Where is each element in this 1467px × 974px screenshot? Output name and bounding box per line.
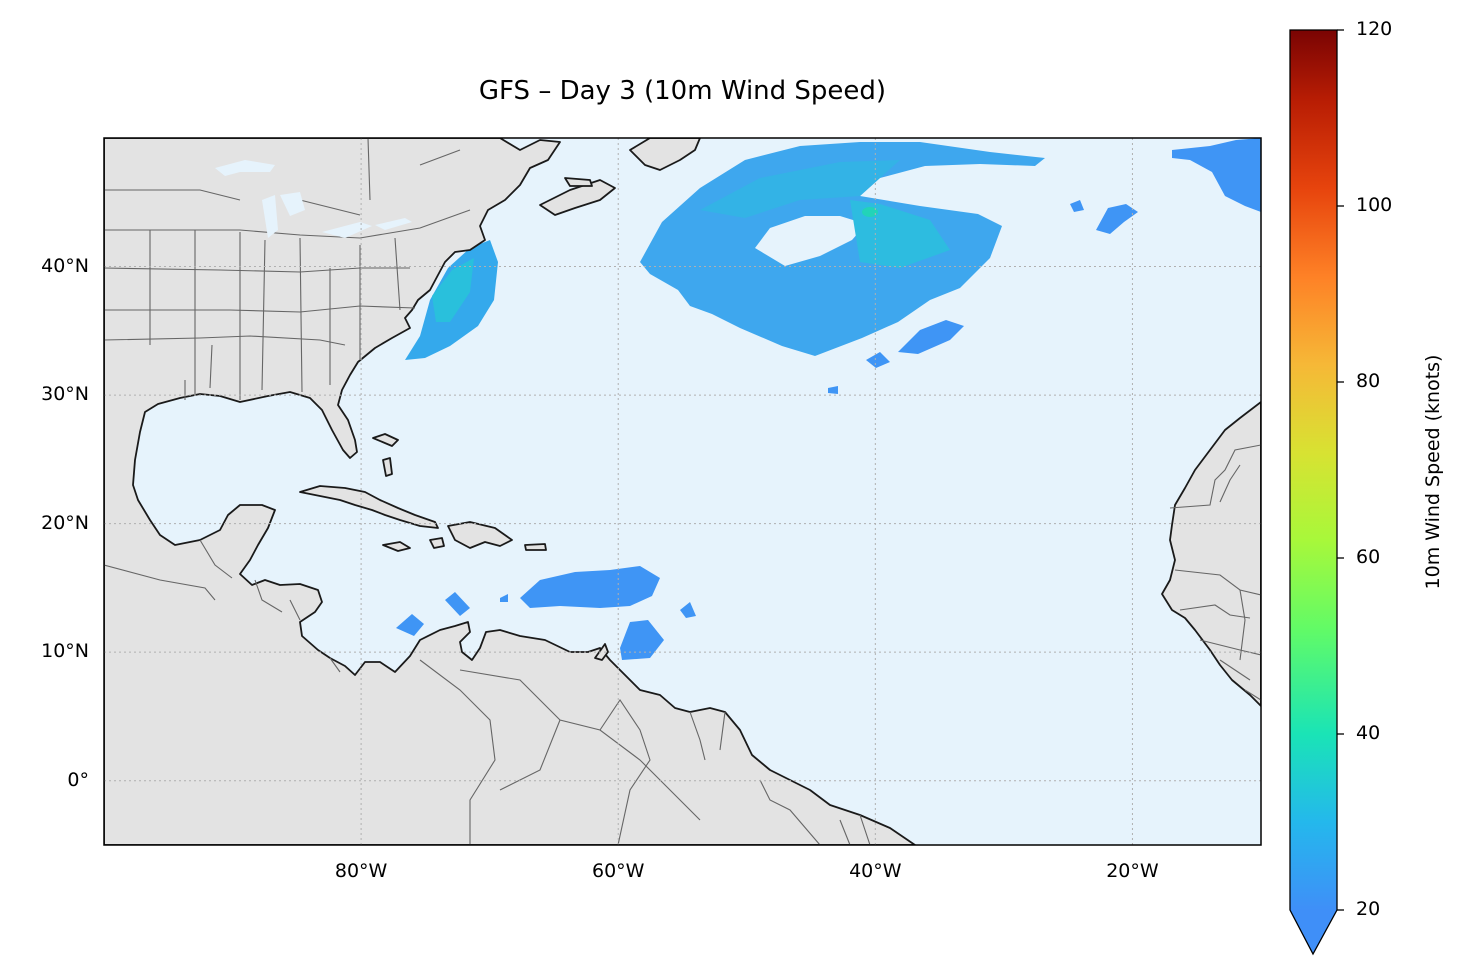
lat-tick-label: 0° xyxy=(67,768,89,791)
great-lakes xyxy=(215,160,412,238)
political-borders xyxy=(104,138,1261,845)
hispaniola xyxy=(447,521,513,549)
colorbar-tick-label: 60 xyxy=(1356,546,1381,568)
africa xyxy=(1161,401,1261,707)
nova-scotia xyxy=(539,179,616,216)
lat-tick-label: 20°N xyxy=(41,511,89,534)
wind-speed-field xyxy=(120,138,1261,660)
colorbar-gradient xyxy=(1290,30,1337,910)
colorbar xyxy=(1289,29,1344,956)
land xyxy=(104,138,1261,845)
chart-title: GFS – Day 3 (10m Wind Speed) xyxy=(478,76,887,106)
cuba xyxy=(299,485,439,529)
colorbar-tick-label: 20 xyxy=(1356,898,1381,920)
lat-tick-label: 10°N xyxy=(41,640,89,663)
lat-tick-label: 30°N xyxy=(41,383,89,406)
colorbar-label: 10m Wind Speed (knots) xyxy=(1422,354,1444,590)
colorbar-tick-label: 120 xyxy=(1356,18,1393,40)
map-frame xyxy=(103,137,1262,846)
lat-tick-label: 40°N xyxy=(41,254,89,277)
colorbar-tick-label: 100 xyxy=(1356,194,1393,216)
newfoundland xyxy=(629,138,701,171)
lon-tick-label: 40°W xyxy=(849,860,902,882)
colorbar-tick-label: 40 xyxy=(1356,722,1381,744)
colorbar-extend-min xyxy=(1290,910,1337,954)
jamaica xyxy=(382,541,411,552)
puerto-rico xyxy=(524,543,547,551)
lon-tick-label: 20°W xyxy=(1106,860,1159,882)
lon-tick-label: 60°W xyxy=(591,860,645,882)
lon-tick-label: 80°W xyxy=(334,860,388,882)
colorbar-tick-label: 80 xyxy=(1356,370,1381,392)
